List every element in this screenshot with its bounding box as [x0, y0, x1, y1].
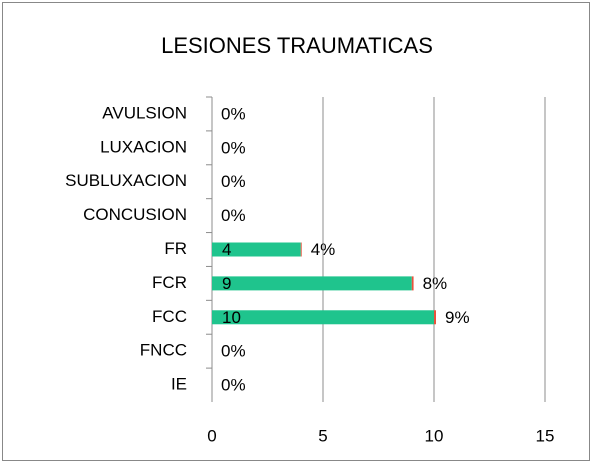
bar	[212, 310, 434, 325]
x-tick-label: 0	[207, 426, 216, 445]
x-tick-label: 5	[318, 426, 327, 445]
y-tick-label: FCR	[152, 273, 187, 292]
data-label: 0%	[221, 104, 246, 123]
x-tick-label: 10	[425, 426, 444, 445]
data-label: 4%	[311, 240, 336, 259]
y-tick-label: SUBLUXACION	[65, 171, 187, 190]
data-label: 0%	[221, 206, 246, 225]
y-tick-label: FNCC	[140, 341, 187, 360]
bar	[434, 310, 436, 325]
bar	[411, 276, 414, 291]
data-label: 0%	[221, 138, 246, 157]
y-tick-label: FR	[164, 239, 187, 258]
bar	[212, 242, 301, 257]
y-tick-label: AVULSION	[102, 103, 187, 122]
data-label: 9	[222, 274, 231, 293]
x-tick-label: 15	[536, 426, 555, 445]
data-label: 9%	[445, 308, 470, 327]
chart-title: LESIONES TRAUMATICAS	[161, 33, 433, 58]
data-label: 0%	[221, 342, 246, 361]
y-tick-label: FCC	[152, 307, 187, 326]
y-tick-label: LUXACION	[100, 137, 187, 156]
bar	[300, 242, 302, 257]
data-label: 4	[222, 240, 231, 259]
data-label: 10	[222, 308, 241, 327]
bar	[212, 276, 412, 291]
data-label: 0%	[221, 172, 246, 191]
data-label: 8%	[423, 274, 448, 293]
y-tick-label: IE	[171, 375, 187, 394]
y-tick-label: CONCUSION	[83, 205, 187, 224]
data-label: 0%	[221, 376, 246, 395]
